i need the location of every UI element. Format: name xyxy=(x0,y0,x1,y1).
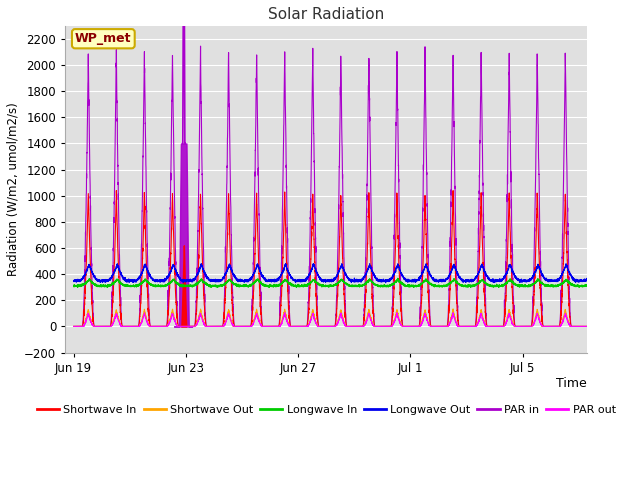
Title: Solar Radiation: Solar Radiation xyxy=(268,7,385,22)
X-axis label: Time: Time xyxy=(556,377,587,390)
Legend: Shortwave In, Shortwave Out, Longwave In, Longwave Out, PAR in, PAR out: Shortwave In, Shortwave Out, Longwave In… xyxy=(33,401,620,420)
Y-axis label: Radiation (W/m2, umol/m2/s): Radiation (W/m2, umol/m2/s) xyxy=(7,102,20,276)
Text: WP_met: WP_met xyxy=(75,32,132,45)
